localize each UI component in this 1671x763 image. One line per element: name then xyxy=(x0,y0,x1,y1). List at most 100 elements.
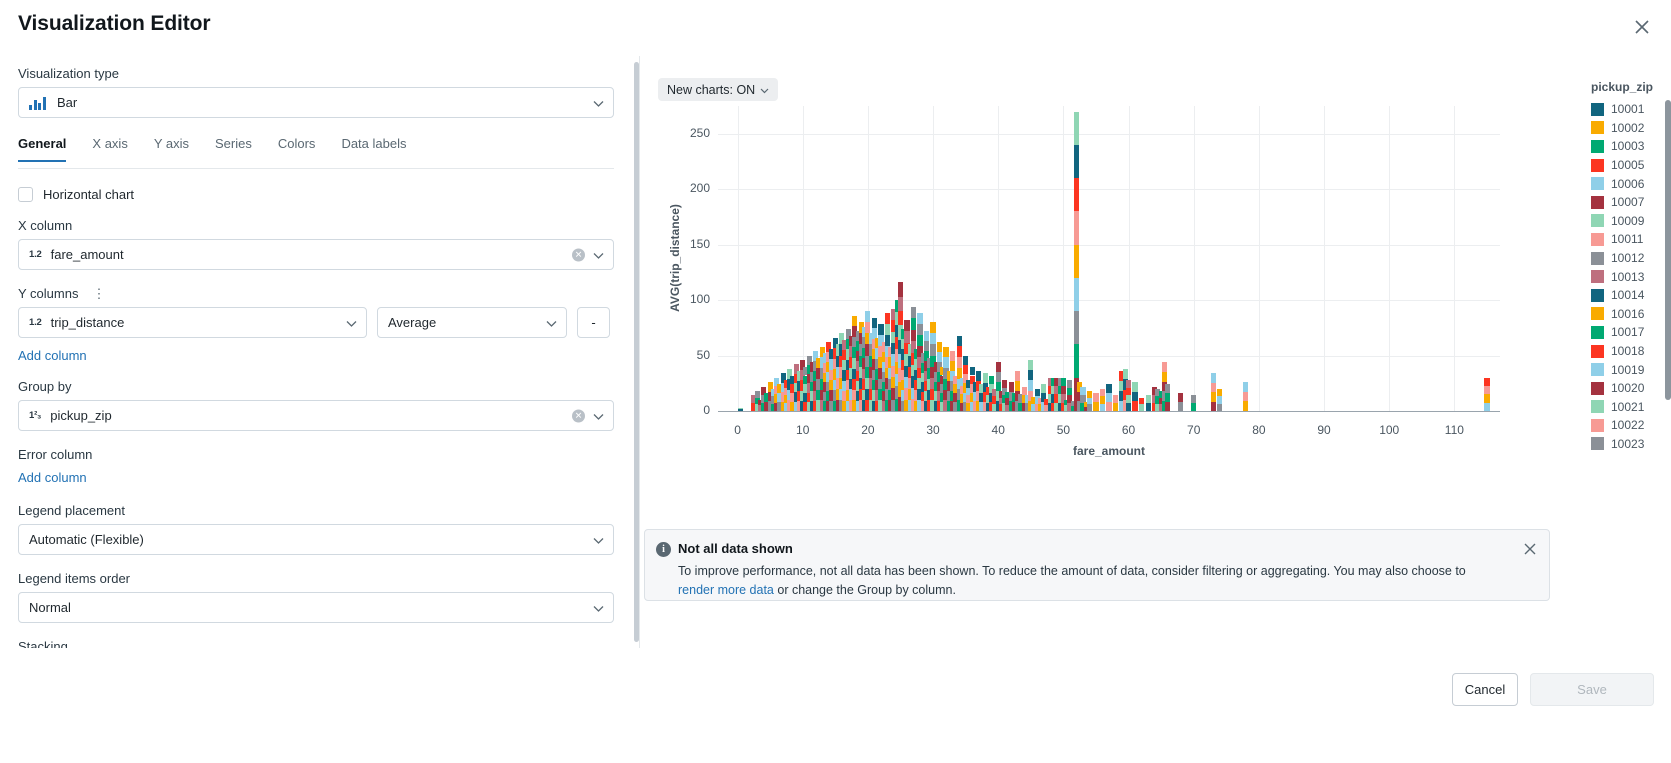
chart-bar xyxy=(927,357,933,369)
viz-type-select[interactable]: Bar xyxy=(18,87,614,118)
add-y-column-link[interactable]: Add column xyxy=(18,348,87,363)
y-axis-tick: 0 xyxy=(703,403,710,417)
legend-item[interactable]: 10013 xyxy=(1591,267,1671,286)
chart-bar xyxy=(1158,404,1164,411)
chart-bar xyxy=(936,352,943,362)
chart-bar xyxy=(865,322,871,334)
chart-bar xyxy=(930,322,936,334)
editor-scrollbar[interactable] xyxy=(634,62,639,642)
chart-bar xyxy=(927,389,933,401)
chart-bar xyxy=(1178,402,1184,411)
remove-y-column-button[interactable]: - xyxy=(577,307,610,338)
stacking-label: Stacking xyxy=(18,639,68,648)
legend-item[interactable]: 10009 xyxy=(1591,212,1671,231)
chart-bar xyxy=(858,399,864,411)
clear-icon[interactable]: ✕ xyxy=(572,248,585,261)
legend-label: 10007 xyxy=(1611,195,1645,210)
chart-bar xyxy=(839,344,845,356)
chart-bar xyxy=(1005,404,1011,411)
legend-item[interactable]: 10002 xyxy=(1591,119,1671,138)
chart-bar xyxy=(923,381,930,392)
chart-bar xyxy=(1073,377,1079,411)
legend-item[interactable]: 10022 xyxy=(1591,416,1671,435)
legend-item[interactable]: 10021 xyxy=(1591,398,1671,417)
legend-item[interactable]: 10005 xyxy=(1591,156,1671,175)
chart-bar xyxy=(943,357,949,369)
legend-item[interactable]: 10001 xyxy=(1591,100,1671,119)
y-axis-tick: 200 xyxy=(689,181,710,196)
chart-bar xyxy=(1132,401,1138,411)
chart-bar xyxy=(754,391,760,398)
legend-swatch xyxy=(1591,325,1604,339)
tab-data-labels[interactable]: Data labels xyxy=(341,136,407,151)
chart-bar xyxy=(754,404,760,411)
legend-item[interactable]: 10016 xyxy=(1591,305,1671,324)
y-columns-menu-icon[interactable]: ⋮ xyxy=(92,285,107,301)
chart-bar xyxy=(923,341,930,352)
x-column-select[interactable]: 1.2 fare_amount ✕ xyxy=(18,239,614,270)
chart-bar xyxy=(936,391,943,402)
close-icon[interactable] xyxy=(1521,540,1539,558)
chart-bar xyxy=(897,396,904,411)
y-aggregation-select[interactable]: Average xyxy=(377,307,567,338)
legend-item[interactable]: 10019 xyxy=(1591,360,1671,379)
render-more-data-link[interactable]: render more data xyxy=(678,583,774,597)
tab-series[interactable]: Series xyxy=(215,136,252,151)
chart-bar xyxy=(764,393,770,403)
tab-y-axis[interactable]: Y axis xyxy=(153,136,189,151)
legend-label: 10018 xyxy=(1611,344,1645,359)
legend-item[interactable]: 10007 xyxy=(1591,193,1671,212)
chart-bar xyxy=(767,401,773,411)
add-error-column-link[interactable]: Add column xyxy=(18,470,87,485)
clear-icon[interactable]: ✕ xyxy=(572,409,585,422)
y-column-select[interactable]: 1.2 trip_distance xyxy=(18,307,367,338)
chart-bar xyxy=(1210,392,1216,402)
chart-bar xyxy=(1122,389,1128,401)
chart-bar xyxy=(907,344,913,356)
close-icon[interactable] xyxy=(1629,14,1655,40)
legend-item[interactable]: 10011 xyxy=(1591,230,1671,249)
chart-bar xyxy=(891,320,897,332)
chart-bar xyxy=(1132,391,1138,402)
chevron-down-icon xyxy=(593,408,604,423)
chart-bar xyxy=(809,371,816,382)
legend-item[interactable]: 10006 xyxy=(1591,174,1671,193)
chart-bar xyxy=(982,392,988,402)
chart-bar xyxy=(780,373,786,383)
legend-item[interactable]: 10020 xyxy=(1591,379,1671,398)
legend-item[interactable]: 10003 xyxy=(1591,137,1671,156)
chevron-down-icon xyxy=(760,83,769,97)
chart-bar xyxy=(839,399,845,411)
new-charts-toggle[interactable]: New charts: ON xyxy=(658,78,779,101)
chart-bar xyxy=(1073,144,1079,179)
legend-placement-select[interactable]: Automatic (Flexible) xyxy=(18,524,614,555)
cancel-button[interactable]: Cancel xyxy=(1452,673,1518,706)
legend-item[interactable]: 10012 xyxy=(1591,249,1671,268)
legend-scrollbar[interactable] xyxy=(1665,100,1671,400)
chart-bar xyxy=(1051,402,1057,411)
chart-bar xyxy=(923,331,930,342)
chart-bar xyxy=(998,397,1005,405)
tab-colors[interactable]: Colors xyxy=(277,136,316,151)
y-axis-tick: 50 xyxy=(696,347,710,362)
legend-item[interactable]: 10023 xyxy=(1591,435,1671,454)
chart-bar xyxy=(761,394,767,403)
chart-bar xyxy=(1217,403,1223,411)
save-button: Save xyxy=(1530,673,1654,706)
legend-item[interactable]: 10018 xyxy=(1591,342,1671,361)
chart-bar xyxy=(1070,406,1076,411)
chart-bar xyxy=(835,377,842,389)
chart-bar xyxy=(1047,402,1053,411)
legend-items-order-select[interactable]: Normal xyxy=(18,592,614,623)
legend-swatch xyxy=(1591,363,1604,377)
chart-bar xyxy=(790,393,796,403)
legend-item[interactable]: 10014 xyxy=(1591,286,1671,305)
chart-bar xyxy=(1073,178,1079,212)
chart-bar xyxy=(897,325,904,340)
tab-x-axis[interactable]: X axis xyxy=(92,136,128,151)
tab-general[interactable]: General xyxy=(18,136,79,162)
legend-item[interactable]: 10017 xyxy=(1591,323,1671,342)
group-by-select[interactable]: 1²₃ pickup_zip ✕ xyxy=(18,400,614,431)
chart-bar xyxy=(878,400,884,411)
horizontal-chart-checkbox[interactable] xyxy=(18,187,33,202)
